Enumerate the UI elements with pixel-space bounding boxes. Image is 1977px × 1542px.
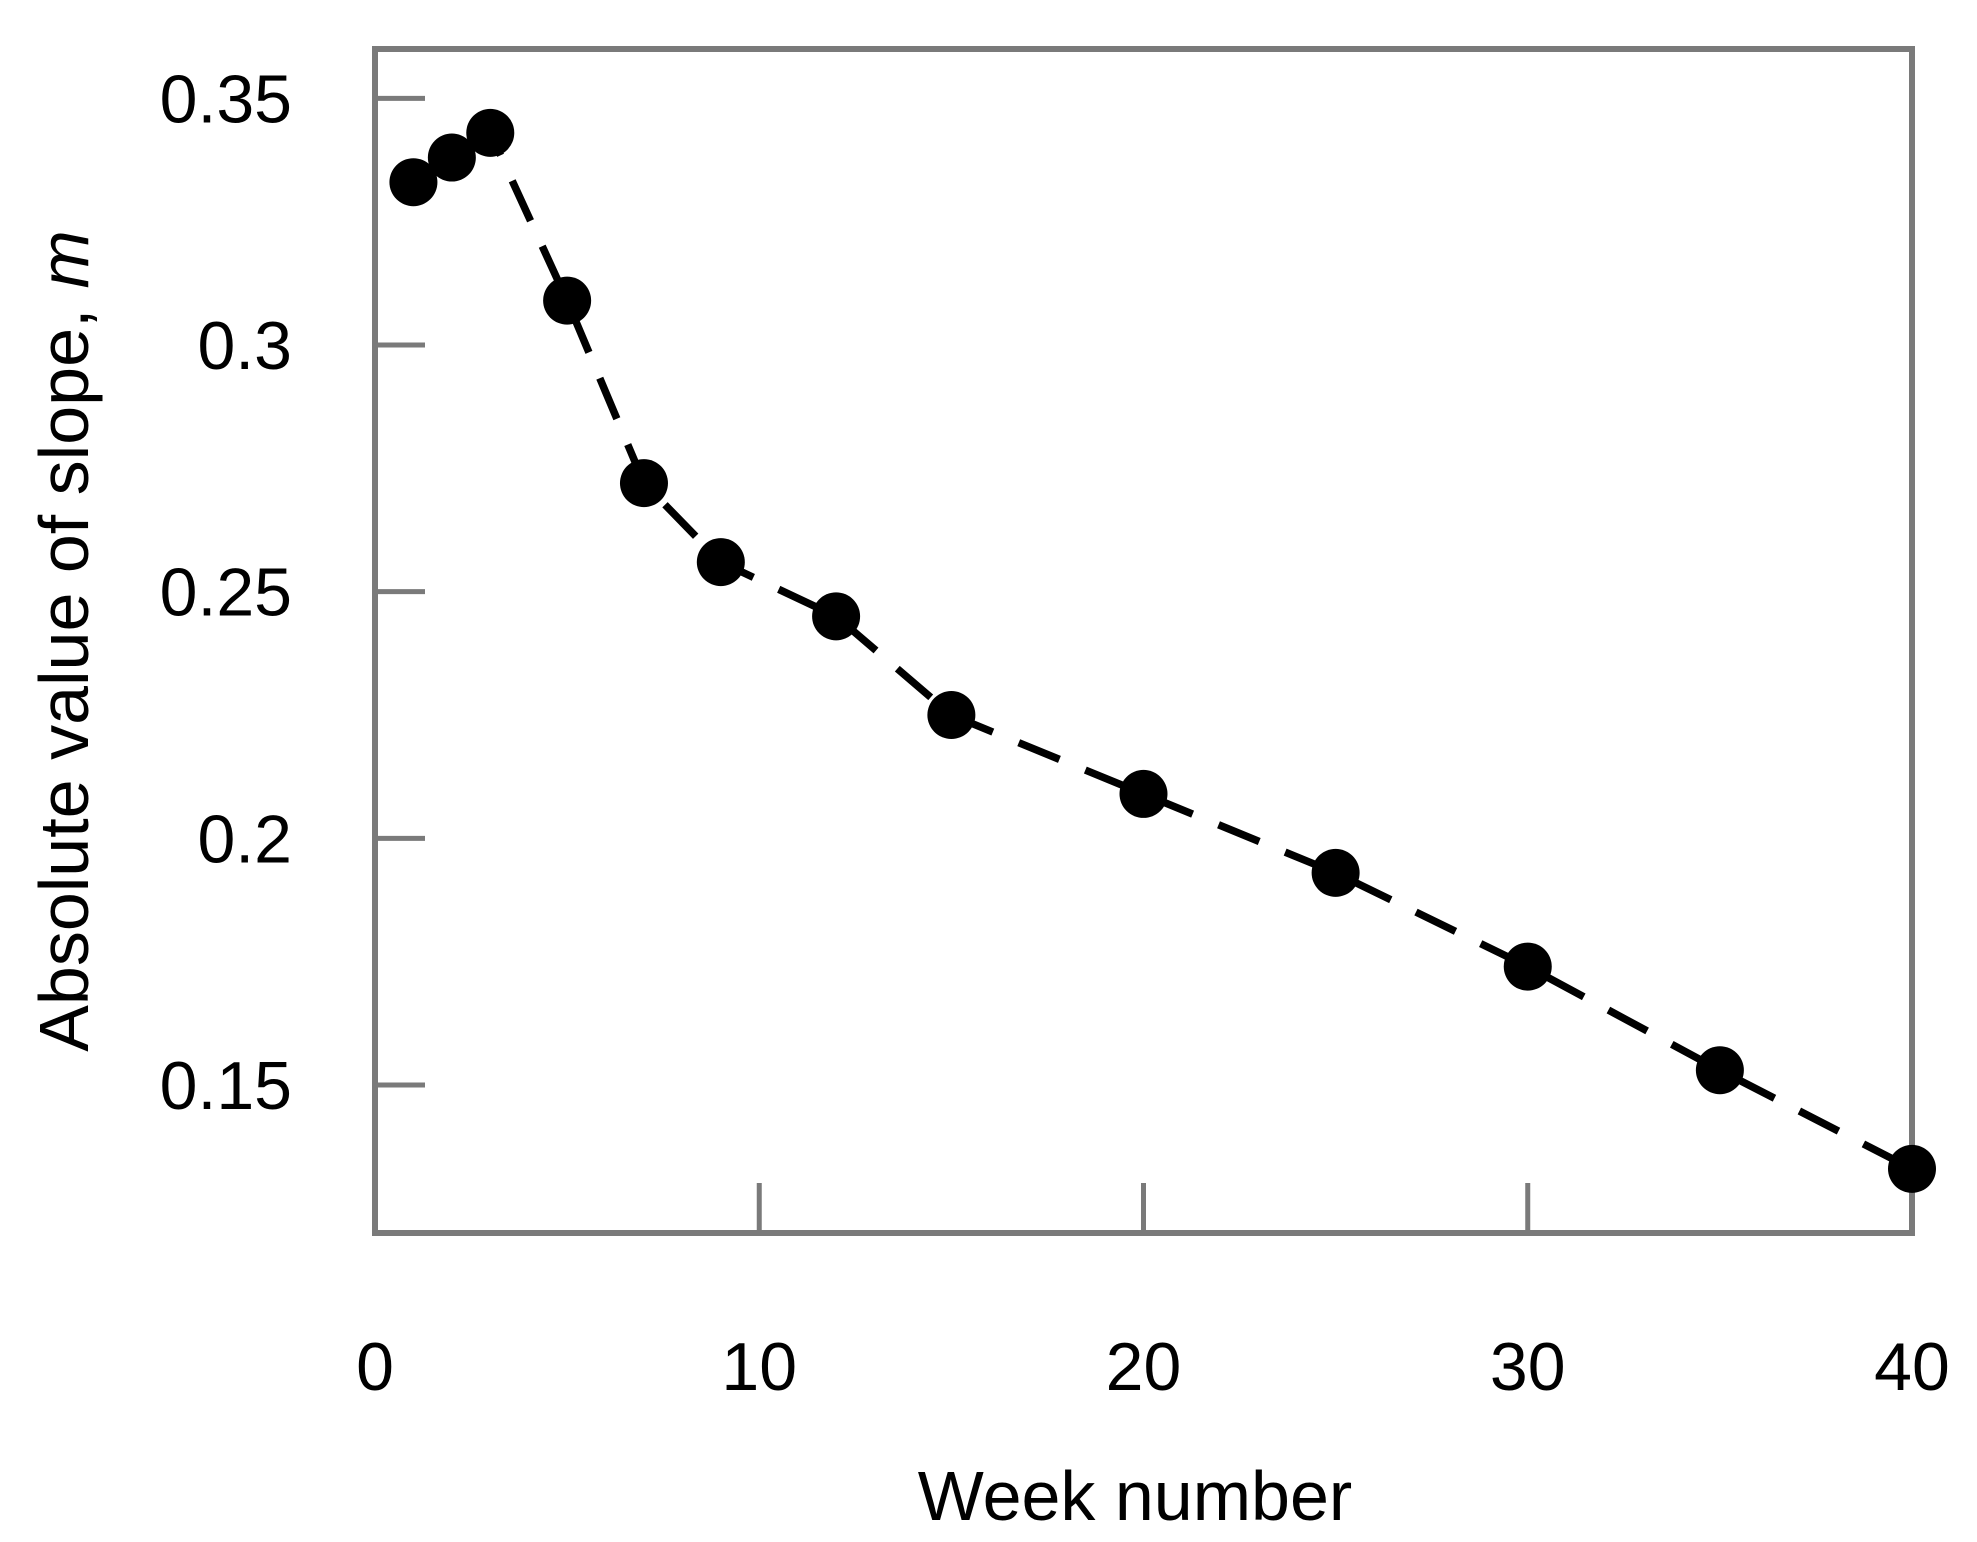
x-tick-label: 0 bbox=[356, 1329, 394, 1405]
data-point bbox=[1311, 848, 1360, 897]
data-point bbox=[1119, 769, 1168, 818]
x-tick-label: 40 bbox=[1874, 1329, 1950, 1405]
x-tick-label: 20 bbox=[1106, 1329, 1182, 1405]
data-point bbox=[1888, 1144, 1936, 1193]
y-axis-title: Absolute value of slope, m bbox=[25, 230, 103, 1052]
data-point bbox=[1695, 1046, 1744, 1095]
series-layer bbox=[389, 108, 1936, 1193]
data-point bbox=[427, 133, 476, 182]
series-line bbox=[411, 127, 1914, 1173]
data-point bbox=[1503, 942, 1552, 991]
plot-border bbox=[372, 46, 1915, 1236]
x-axis-title: Week number bbox=[918, 1457, 1352, 1535]
data-point bbox=[812, 592, 861, 641]
data-point bbox=[696, 538, 745, 587]
data-point bbox=[389, 158, 438, 207]
y-tick-label: 0.2 bbox=[197, 801, 292, 877]
data-point bbox=[927, 691, 976, 739]
y-tick-label: 0.15 bbox=[160, 1048, 292, 1124]
y-axis-title-symbol: m bbox=[25, 230, 103, 288]
x-tick-label: 30 bbox=[1490, 1329, 1566, 1405]
data-point bbox=[466, 108, 515, 157]
y-tick-label: 0.3 bbox=[197, 308, 292, 384]
y-tick-label: 0.35 bbox=[160, 61, 292, 137]
data-point bbox=[619, 459, 668, 508]
x-tick-label: 10 bbox=[721, 1329, 797, 1405]
data-point bbox=[543, 276, 592, 325]
y-axis-title-text: Absolute value of slope, bbox=[25, 309, 103, 1052]
y-tick-label: 0.25 bbox=[160, 555, 292, 631]
axes-layer: 0.35 0.3 0.25 0.2 0.15 0 10 20 30 40 bbox=[160, 46, 1950, 1405]
